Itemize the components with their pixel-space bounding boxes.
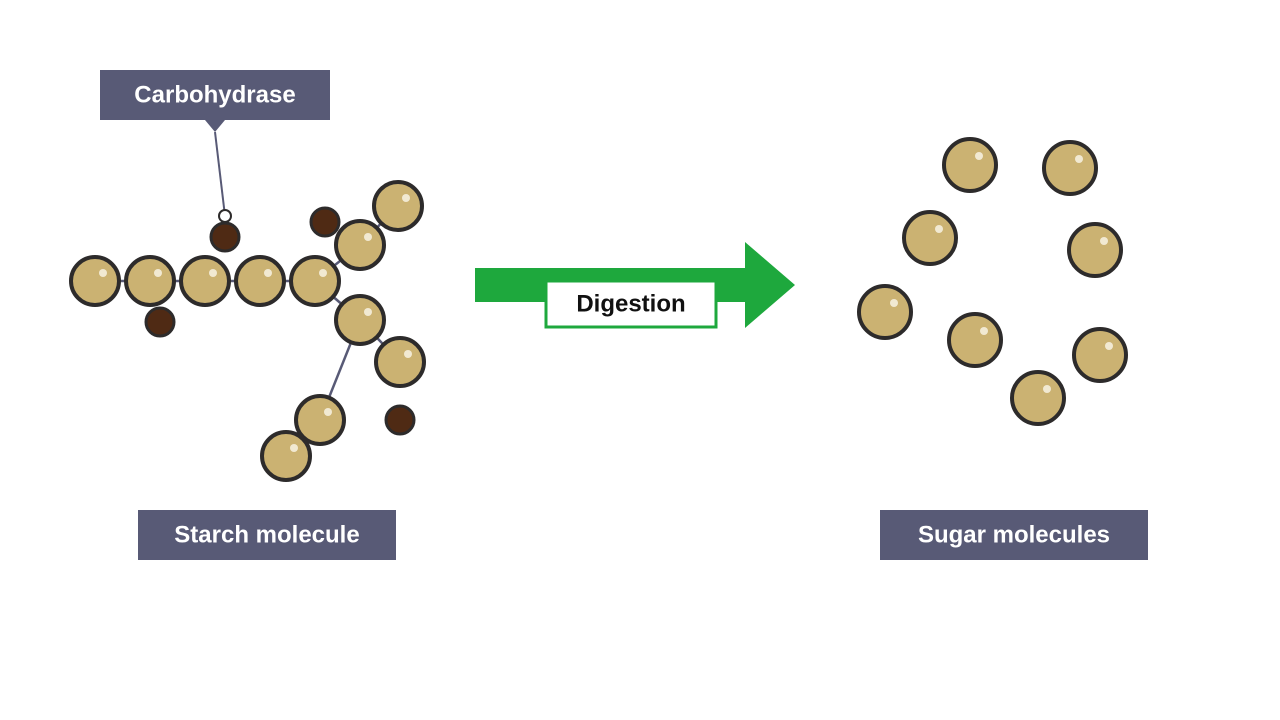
sugar-unit [291, 257, 339, 305]
sugar-molecule [904, 212, 956, 264]
carbohydrase-label: Carbohydrase [100, 70, 330, 132]
sugar-molecule [1044, 142, 1096, 194]
digestion-label: Digestion [546, 281, 716, 327]
sugar-molecule [859, 286, 911, 338]
sugar-unit [71, 257, 119, 305]
enzyme-dot [211, 223, 239, 251]
sugar-unit [336, 221, 384, 269]
starch-label: Starch molecule [138, 510, 396, 560]
sugar-unit [236, 257, 284, 305]
sugar-unit [262, 432, 310, 480]
carbohydrase-label-text: Carbohydrase [134, 81, 295, 108]
sugar-molecule [1074, 329, 1126, 381]
pointer-tip [219, 210, 231, 222]
sugar-molecules [859, 139, 1126, 424]
enzyme-dot [311, 208, 339, 236]
sugar-molecule [949, 314, 1001, 366]
digestion-label-text: Digestion [576, 290, 685, 317]
sugar-unit [336, 296, 384, 344]
sugars-label: Sugar molecules [880, 510, 1148, 560]
sugar-molecule [944, 139, 996, 191]
sugar-unit [126, 257, 174, 305]
sugar-molecule [1069, 224, 1121, 276]
sugars-label-text: Sugar molecules [918, 521, 1110, 548]
enzyme-dot [386, 406, 414, 434]
starch-molecule [71, 182, 424, 480]
sugar-molecule [1012, 372, 1064, 424]
sugar-unit [376, 338, 424, 386]
pointer-line [215, 132, 225, 216]
enzyme-dot [146, 308, 174, 336]
sugar-unit [374, 182, 422, 230]
sugar-unit [181, 257, 229, 305]
starch-label-text: Starch molecule [174, 521, 359, 548]
